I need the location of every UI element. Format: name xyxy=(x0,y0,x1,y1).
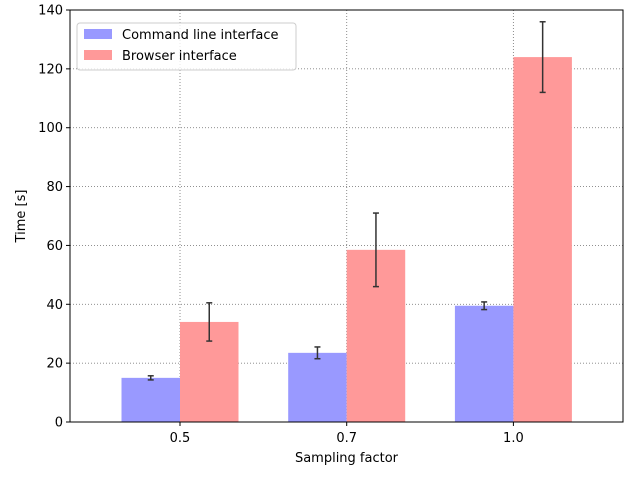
y-tick-label: 20 xyxy=(46,357,63,372)
y-tick-label: 40 xyxy=(46,298,63,313)
ticks-layer: 0 20 40 60 80 100 120 140 0.5 0.7 1.0 xyxy=(38,4,524,447)
y-tick-label: 140 xyxy=(38,4,63,19)
y-tick-label: 60 xyxy=(46,239,63,254)
x-tick-label: 1.0 xyxy=(503,431,524,446)
legend-label-browser: Browser interface xyxy=(122,49,237,64)
legend-swatch-command-line xyxy=(84,29,112,39)
x-axis-label: Sampling factor xyxy=(295,451,399,466)
y-tick-label: 120 xyxy=(38,62,63,77)
legend-box xyxy=(76,22,297,71)
legend-label-command-line: Command line interface xyxy=(122,28,279,43)
bars-layer xyxy=(121,57,572,422)
legend: Command line interface Browser interface xyxy=(76,22,297,71)
bar-command-line xyxy=(454,305,514,422)
x-tick-label: 0.7 xyxy=(336,431,357,446)
x-tick-label: 0.5 xyxy=(170,431,191,446)
y-tick-label: 80 xyxy=(46,180,63,195)
bar-browser xyxy=(513,57,572,422)
y-axis-label: Time [s] xyxy=(14,190,29,244)
y-tick-label: 0 xyxy=(55,416,63,431)
bar-command-line xyxy=(121,377,180,422)
legend-swatch-browser xyxy=(84,50,112,60)
errorbar-layer xyxy=(147,21,546,381)
bar-command-line xyxy=(288,352,347,422)
y-tick-label: 100 xyxy=(38,121,63,136)
